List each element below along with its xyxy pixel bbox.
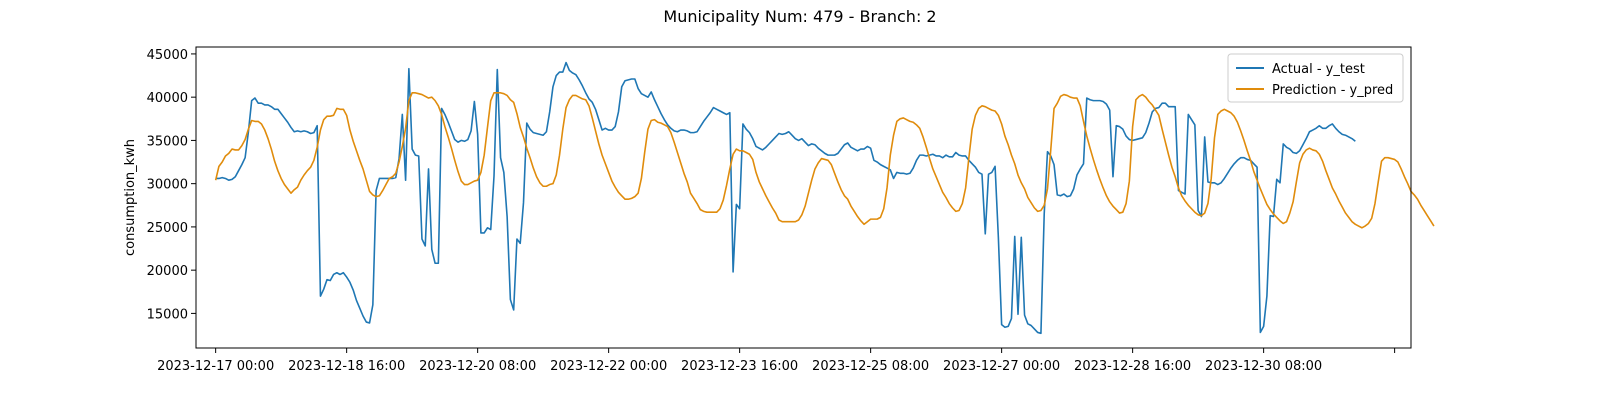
x-axis-ticks: 2023-12-17 00:00 2023-12-18 16:00 2023-12-… xyxy=(157,348,1396,374)
x-tick-label: 2023-12-20 08:00 xyxy=(419,359,536,374)
chart-title: Municipality Num: 479 - Branch: 2 xyxy=(663,7,936,26)
x-tick-label: 2023-12-17 00:00 xyxy=(157,359,274,374)
x-tick-label: 2023-12-18 16:00 xyxy=(288,359,405,374)
x-tick-label: 2023-12-25 08:00 xyxy=(812,359,929,374)
plot-lines xyxy=(214,61,1435,335)
x-tick-label: 2023-12-28 16:00 xyxy=(1074,359,1191,374)
legend-label: Prediction - y_pred xyxy=(1272,83,1393,98)
legend-label: Actual - y_test xyxy=(1272,62,1365,77)
x-tick-label: 2023-12-23 16:00 xyxy=(681,359,798,374)
legend-box xyxy=(1227,53,1404,103)
y-tick-label: 35000 xyxy=(147,134,188,149)
y-tick-label: 15000 xyxy=(147,307,188,322)
x-tick-label: 2023-12-27 00:00 xyxy=(943,359,1060,374)
plot-frame xyxy=(195,46,1412,349)
y-tick-label: 45000 xyxy=(147,48,188,63)
x-tick-label: 2023-12-22 00:00 xyxy=(550,359,667,374)
y-axis-label: consumption_kwh xyxy=(123,139,138,256)
x-tick-label: 2023-12-30 08:00 xyxy=(1205,359,1322,374)
y-axis-ticks: 15000 20000 25000 30000 35000 40000 45000 xyxy=(147,48,196,322)
series-line-1 xyxy=(214,92,1435,229)
y-tick-label: 30000 xyxy=(147,178,188,193)
legend: Actual - y_test Prediction - y_pred xyxy=(1227,53,1404,103)
series-line-0 xyxy=(215,61,1356,335)
y-tick-label: 25000 xyxy=(147,221,188,236)
y-tick-label: 20000 xyxy=(147,264,188,279)
y-tick-label: 40000 xyxy=(147,91,188,106)
